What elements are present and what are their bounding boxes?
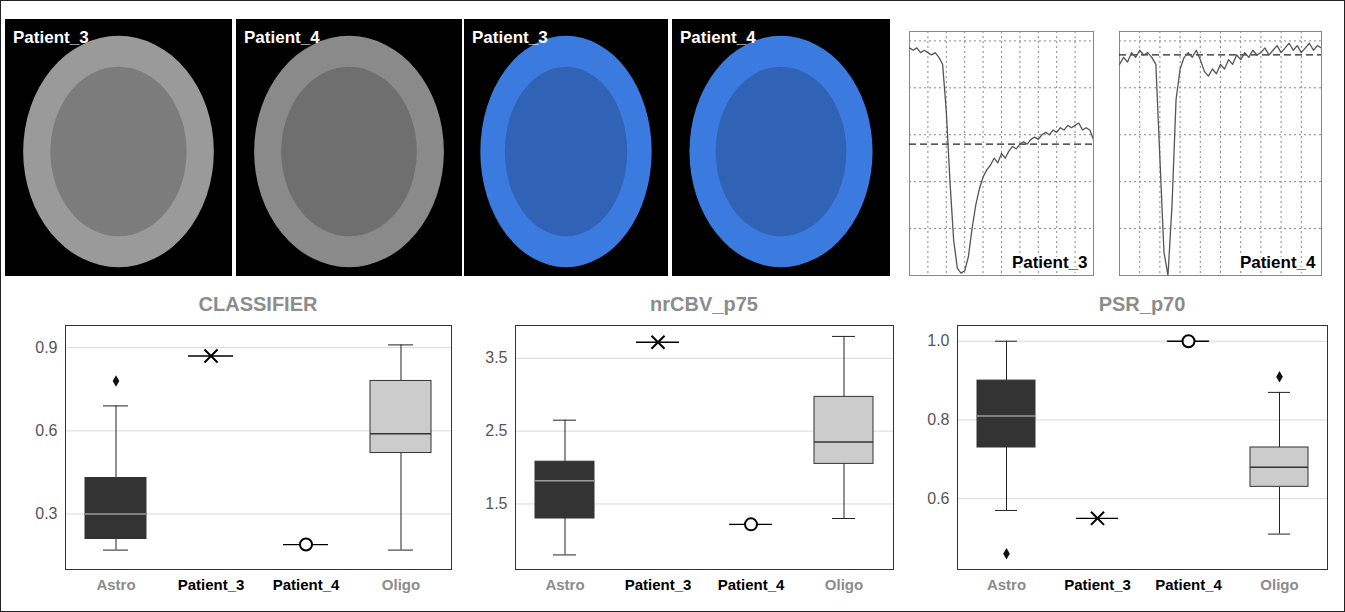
svg-text:3.5: 3.5 bbox=[485, 349, 507, 366]
html-text:PSR_p70: PSR_p70 bbox=[1098, 293, 1186, 315]
svg-text:Patient_3: Patient_3 bbox=[472, 28, 548, 47]
svg-text:Astro: Astro bbox=[987, 576, 1026, 593]
svg-text:Patient_4: Patient_4 bbox=[1155, 576, 1222, 593]
svg-text:Patient_3: Patient_3 bbox=[178, 576, 245, 593]
svg-text:0.8: 0.8 bbox=[927, 411, 949, 428]
svg-text:2.5: 2.5 bbox=[485, 422, 507, 439]
svg-text:0.3: 0.3 bbox=[35, 505, 57, 522]
svg-text:0.6: 0.6 bbox=[927, 490, 949, 507]
svg-text:0.9: 0.9 bbox=[35, 339, 57, 356]
svg-text:Patient_3: Patient_3 bbox=[1012, 253, 1088, 272]
svg-text:Patient_3: Patient_3 bbox=[1064, 576, 1131, 593]
svg-text:Patient_4: Patient_4 bbox=[1240, 253, 1316, 272]
svg-text:Patient_4: Patient_4 bbox=[273, 576, 340, 593]
svg-text:Patient_4: Patient_4 bbox=[680, 28, 756, 47]
svg-text:Patient_3: Patient_3 bbox=[625, 576, 692, 593]
svg-text:1.5: 1.5 bbox=[485, 495, 507, 512]
svg-text:0.6: 0.6 bbox=[35, 422, 57, 439]
svg-text:Oligo: Oligo bbox=[1260, 576, 1298, 593]
html-text:CLASSIFIER: CLASSIFIER bbox=[198, 293, 318, 315]
svg-text:Oligo: Oligo bbox=[382, 576, 420, 593]
svg-text:Oligo: Oligo bbox=[825, 576, 863, 593]
svg-text:Astro: Astro bbox=[545, 576, 584, 593]
svg-text:Patient_3: Patient_3 bbox=[13, 28, 89, 47]
svg-text:Patient_4: Patient_4 bbox=[718, 576, 785, 593]
svg-text:1.0: 1.0 bbox=[927, 332, 949, 349]
svg-text:Astro: Astro bbox=[96, 576, 135, 593]
svg-text:Patient_4: Patient_4 bbox=[244, 28, 320, 47]
html-text:nrCBV_p75: nrCBV_p75 bbox=[650, 293, 758, 315]
